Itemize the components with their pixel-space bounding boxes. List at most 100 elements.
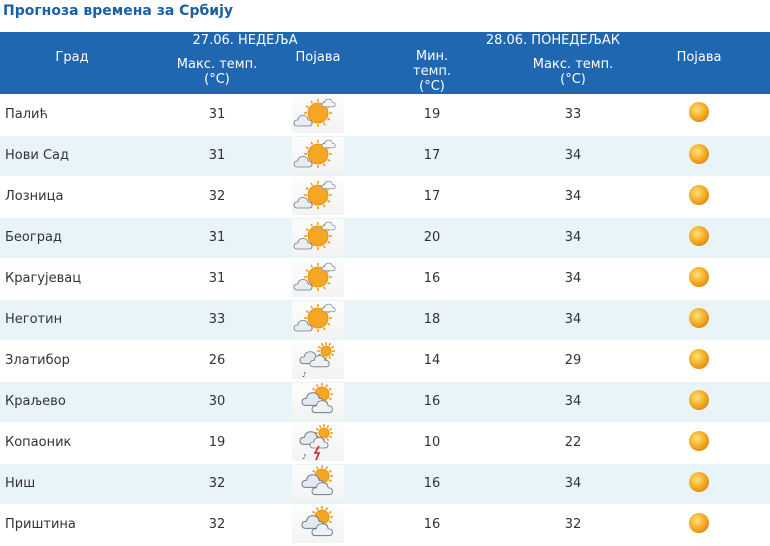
day2-max-temp: 22 [518, 422, 629, 464]
day2-min-temp: 17 [346, 176, 519, 218]
day2-min-temp: 16 [346, 463, 519, 505]
sun-cloud-icon [292, 301, 344, 338]
day2-weather [628, 340, 770, 382]
city-name: Крагујевац [0, 258, 144, 300]
day2-weather [628, 94, 770, 136]
day1-weather [290, 504, 347, 546]
svg-text:♪: ♪ [302, 371, 306, 379]
day2-max-temp: 33 [518, 94, 629, 136]
table-row: Приштина 32 16 32 [0, 504, 770, 546]
day2-max-temp: 34 [518, 217, 629, 259]
day1-max-temp: 19 [144, 422, 290, 464]
day1-weather [290, 217, 347, 259]
day2-max-temp: 34 [518, 381, 629, 423]
day2-max-temp: 32 [518, 504, 629, 546]
table-row: Ниш 32 16 34 [0, 463, 770, 505]
svg-text:♪: ♪ [302, 453, 306, 461]
day2-max-temp: 34 [518, 299, 629, 341]
day1-weather [290, 299, 347, 341]
day1-header: 27.06. НЕДЕЉА [144, 32, 347, 49]
sun-cloud-icon [292, 260, 344, 297]
day2-max-temp: 34 [518, 135, 629, 177]
sun-icon [686, 428, 712, 458]
col-header-day1-weather: Појава [290, 49, 347, 94]
day1-max-temp: 32 [144, 463, 290, 505]
day1-weather [290, 176, 347, 218]
city-name: Нови Сад [0, 135, 144, 177]
day1-max-temp: 31 [144, 217, 290, 259]
sun-icon [686, 264, 712, 294]
day2-min-temp: 19 [346, 94, 519, 136]
sun-icon [686, 99, 712, 129]
day2-max-temp: 29 [518, 340, 629, 382]
day2-min-temp: 16 [346, 381, 519, 423]
forecast-table: 27.06. НЕДЕЉА 28.06. ПОНЕДЕЉАК Град Макс… [0, 32, 770, 546]
col-header-day2-min: Мин. темп. (°C) [346, 49, 519, 94]
city-name: Приштина [0, 504, 144, 546]
day1-max-temp: 26 [144, 340, 290, 382]
sun-cloud-icon [292, 95, 344, 133]
day2-min-temp: 16 [346, 504, 519, 546]
city-name: Златибор [0, 340, 144, 382]
day1-max-temp: 33 [144, 299, 290, 341]
day2-weather [628, 381, 770, 423]
cloud-thunderstorm-icon: ♪ [292, 424, 344, 461]
sun-icon [686, 469, 712, 499]
col-header-day2-weather: Појава [628, 49, 770, 94]
day2-min-temp: 18 [346, 299, 519, 341]
sun-icon [686, 346, 712, 376]
day1-weather [290, 258, 347, 300]
table-row: Нови Сад 31 17 34 [0, 135, 770, 177]
table-row: Београд 31 20 34 [0, 217, 770, 259]
sun-cloud-icon [292, 219, 344, 256]
cloud-shower-icon: ♪ [292, 342, 344, 379]
sun-icon [686, 510, 712, 540]
cloud-sun-icon [292, 506, 344, 543]
day1-weather [290, 463, 347, 505]
day2-weather [628, 217, 770, 259]
table-row: Неготин 33 18 34 [0, 299, 770, 341]
col-header-city: Град [0, 49, 144, 94]
day2-max-temp: 34 [518, 258, 629, 300]
day2-weather [628, 504, 770, 546]
sun-icon [686, 182, 712, 212]
city-name: Палић [0, 94, 144, 136]
day2-min-temp: 17 [346, 135, 519, 177]
table-row: Лозница 32 17 34 [0, 176, 770, 218]
city-name: Краљево [0, 381, 144, 423]
cloud-sun-icon [292, 383, 344, 420]
col-header-day1-max: Макс. темп. (°C) [144, 49, 290, 94]
day2-weather [628, 176, 770, 218]
day1-weather [290, 135, 347, 177]
table-row: Палић 31 19 33 [0, 94, 770, 136]
city-name: Копаоник [0, 422, 144, 464]
table-row: Крагујевац 31 16 34 [0, 258, 770, 300]
page-title: Прогноза времена за Србију [3, 3, 233, 19]
day1-max-temp: 32 [144, 176, 290, 218]
sun-cloud-icon [292, 178, 344, 215]
day1-weather: ♪ [290, 422, 347, 464]
day2-weather [628, 258, 770, 300]
day1-max-temp: 30 [144, 381, 290, 423]
day2-header: 28.06. ПОНЕДЕЉАК [346, 32, 629, 49]
sun-icon [686, 141, 712, 171]
sun-cloud-icon [292, 137, 344, 174]
table-row: Краљево 30 16 34 [0, 381, 770, 423]
day2-weather [628, 135, 770, 177]
day2-min-temp: 10 [346, 422, 519, 464]
day2-min-temp: 14 [346, 340, 519, 382]
cloud-sun-icon [292, 465, 344, 502]
city-name: Ниш [0, 463, 144, 505]
day1-max-temp: 32 [144, 504, 290, 546]
table-row: Копаоник 19 ♪ 10 22 [0, 422, 770, 464]
day2-weather [628, 299, 770, 341]
day1-weather [290, 381, 347, 423]
sun-icon [686, 305, 712, 335]
day2-weather [628, 463, 770, 505]
sun-icon [686, 223, 712, 253]
day1-max-temp: 31 [144, 258, 290, 300]
day2-min-temp: 20 [346, 217, 519, 259]
day2-min-temp: 16 [346, 258, 519, 300]
city-name: Неготин [0, 299, 144, 341]
table-row: Златибор 26 ♪ 14 29 [0, 340, 770, 382]
